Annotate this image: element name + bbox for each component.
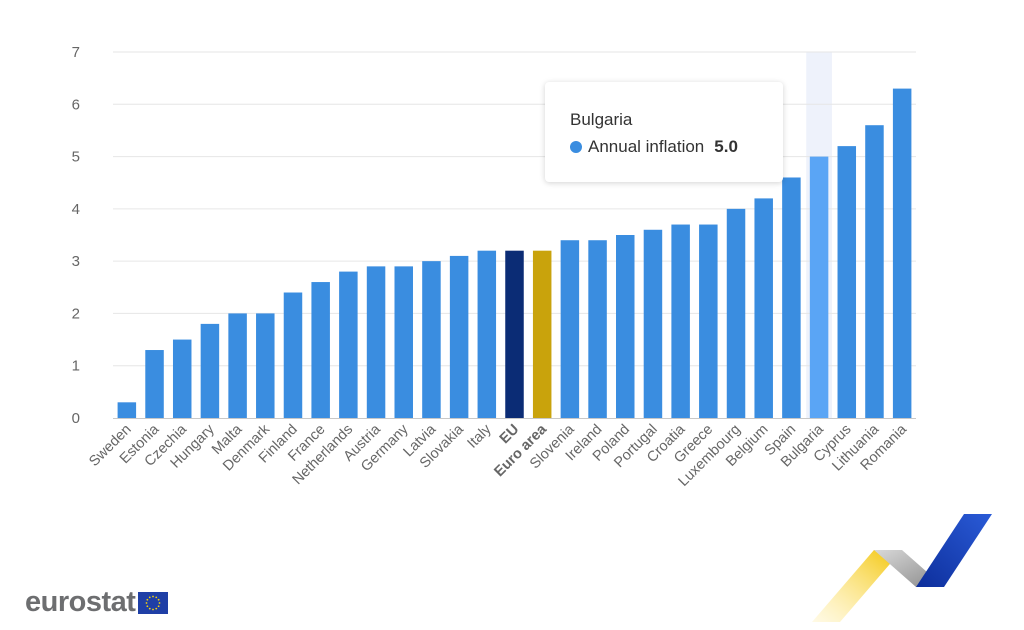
bar	[145, 350, 164, 418]
bar	[532, 250, 552, 418]
bar	[505, 250, 524, 418]
bar	[782, 177, 801, 418]
series-dot-icon	[570, 141, 582, 153]
bar	[172, 339, 192, 418]
bar	[699, 224, 718, 418]
x-tick-label: Italy	[465, 421, 496, 452]
bar	[449, 255, 469, 418]
y-tick-label: 5	[72, 149, 80, 166]
y-tick-label: 1	[72, 358, 80, 375]
bar	[477, 250, 497, 418]
bar	[256, 313, 275, 418]
eu-flag-icon	[138, 591, 169, 614]
bar	[643, 229, 663, 418]
y-tick-label: 7	[72, 44, 80, 61]
bar	[394, 266, 413, 418]
bar	[560, 240, 580, 418]
bar	[339, 271, 358, 418]
bar	[366, 266, 386, 418]
bar	[892, 88, 912, 418]
bar	[671, 224, 690, 418]
bar	[837, 146, 857, 418]
bar	[200, 323, 220, 418]
bar	[228, 313, 247, 418]
bar	[726, 208, 746, 418]
y-tick-label: 4	[72, 201, 80, 218]
tooltip-value: 5.0	[714, 137, 738, 156]
bar	[283, 292, 303, 418]
tooltip-row: Annual inflation 5.0	[570, 137, 783, 157]
y-tick-label: 0	[72, 410, 80, 427]
tooltip-title: Bulgaria	[570, 110, 633, 129]
eurostat-logo: eurostat	[25, 586, 169, 619]
bar	[422, 261, 441, 418]
bar	[865, 125, 884, 418]
y-tick-label: 3	[72, 253, 80, 270]
y-tick-label: 2	[72, 305, 80, 322]
bar	[117, 402, 137, 418]
decorative-arrow-logo	[812, 514, 992, 622]
bar	[809, 156, 829, 419]
bar	[616, 235, 635, 418]
bar	[754, 198, 773, 418]
bar	[311, 282, 330, 418]
tooltip: Bulgaria Annual inflation 5.0	[545, 82, 783, 182]
tooltip-series-name: Annual inflation	[588, 137, 705, 156]
bar	[588, 240, 607, 418]
logo-text: eurostat	[25, 586, 136, 618]
y-tick-label: 6	[72, 96, 80, 113]
